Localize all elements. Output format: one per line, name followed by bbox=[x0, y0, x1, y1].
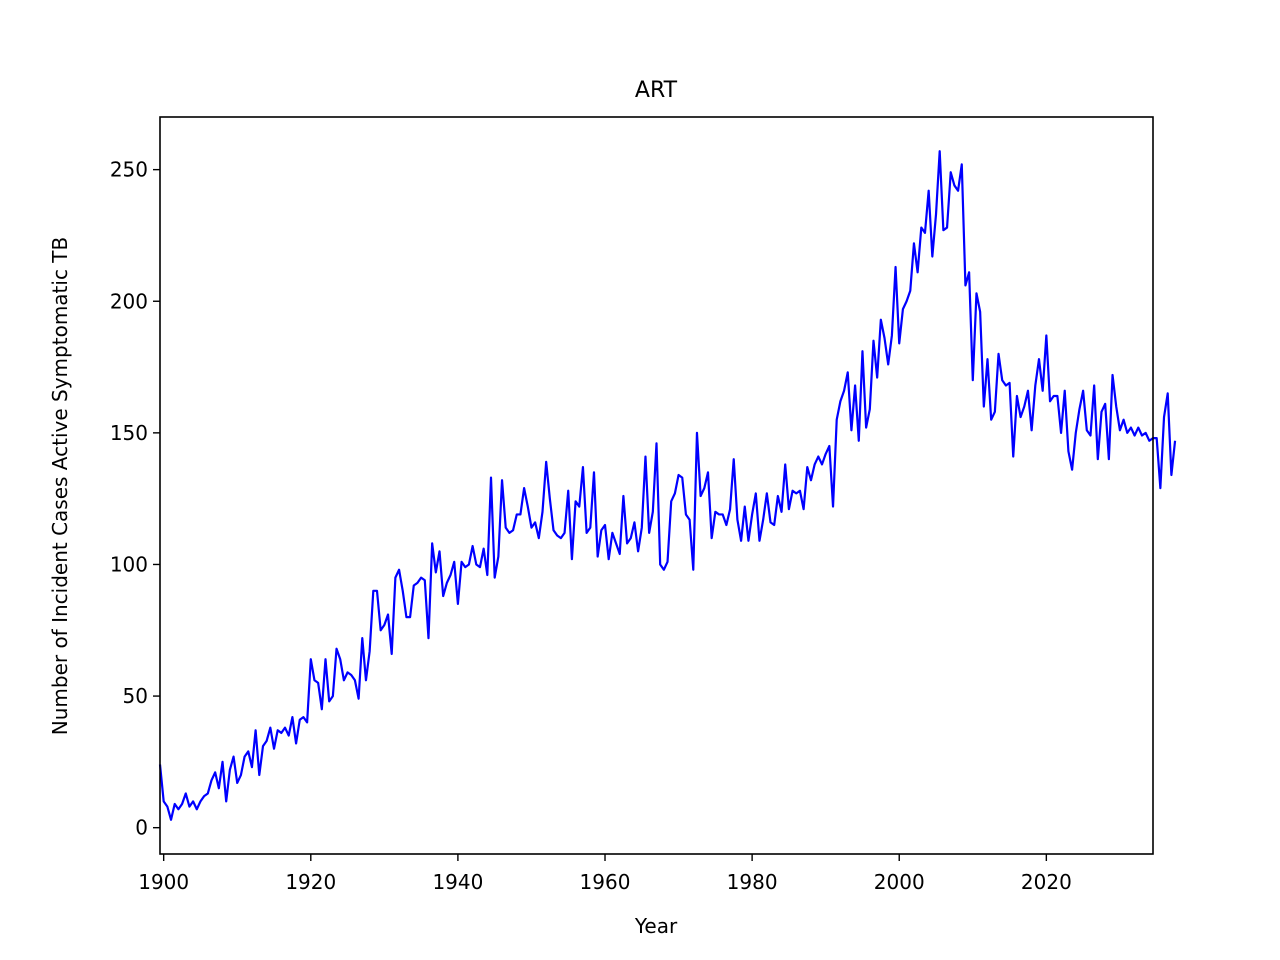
y-tick-label: 150 bbox=[110, 421, 148, 445]
y-tick-label: 250 bbox=[110, 158, 148, 182]
x-axis: 1900 1920 1940 1960 1980 2000 2020 bbox=[138, 854, 1072, 894]
x-tick-label: 1940 bbox=[432, 870, 483, 894]
plot-frame bbox=[159, 116, 1154, 855]
plot-area bbox=[158, 150, 1177, 821]
y-axis: 0 50 100 150 200 250 bbox=[110, 158, 160, 840]
x-tick-label: 1960 bbox=[580, 870, 631, 894]
chart-title: ART bbox=[635, 78, 678, 103]
y-tick-label: 200 bbox=[110, 289, 148, 313]
series-line bbox=[158, 150, 1177, 821]
y-tick-label: 50 bbox=[123, 684, 148, 708]
x-tick-label: 2020 bbox=[1021, 870, 1072, 894]
y-tick-label: 100 bbox=[110, 552, 148, 576]
x-tick-label: 1900 bbox=[138, 870, 189, 894]
y-tick-label: 0 bbox=[135, 816, 148, 840]
y-axis-label: Number of Incident Cases Active Symptoma… bbox=[48, 237, 72, 736]
x-tick-label: 2000 bbox=[874, 870, 925, 894]
x-tick-label: 1920 bbox=[285, 870, 336, 894]
x-axis-label: Year bbox=[634, 914, 678, 938]
x-tick-label: 1980 bbox=[727, 870, 778, 894]
